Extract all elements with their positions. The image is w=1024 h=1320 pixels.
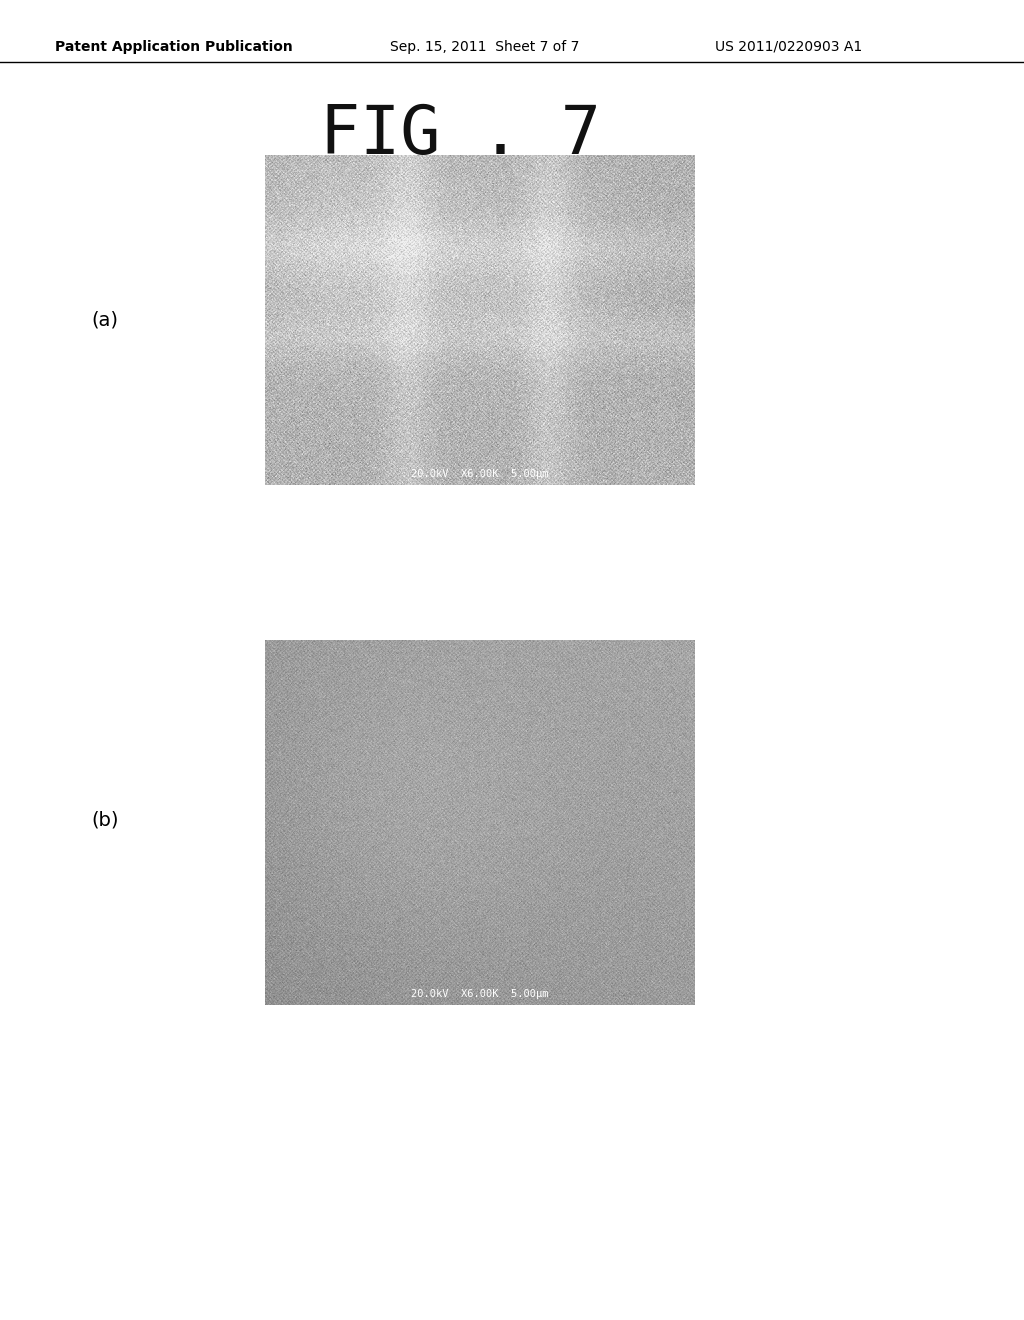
Text: FIG . 7: FIG . 7 xyxy=(319,102,600,168)
Text: 20.0kV  X6.00K  5.00µm: 20.0kV X6.00K 5.00µm xyxy=(412,989,549,999)
Text: Sep. 15, 2011  Sheet 7 of 7: Sep. 15, 2011 Sheet 7 of 7 xyxy=(390,40,580,54)
Text: US 2011/0220903 A1: US 2011/0220903 A1 xyxy=(715,40,862,54)
Text: 20.0kV  X6.00K  5.00µm: 20.0kV X6.00K 5.00µm xyxy=(412,469,549,479)
Text: Patent Application Publication: Patent Application Publication xyxy=(55,40,293,54)
Text: (b): (b) xyxy=(91,810,119,829)
Text: (a): (a) xyxy=(91,310,119,330)
